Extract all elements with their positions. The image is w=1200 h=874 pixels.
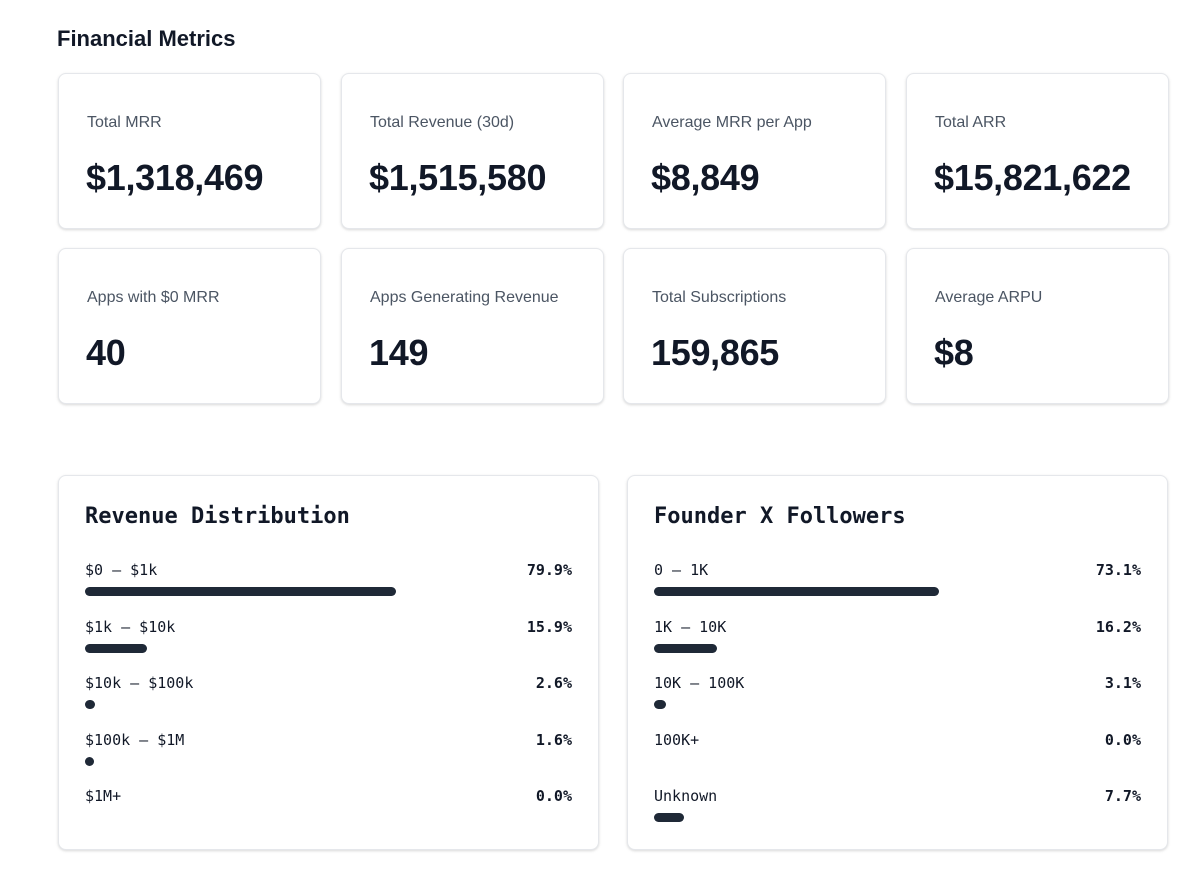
distribution-percent: 3.1% <box>1104 674 1141 692</box>
distribution-bar <box>85 757 94 766</box>
distribution-label: 10K – 100K <box>654 674 745 692</box>
distribution-bar <box>85 700 96 709</box>
distribution-row: 100K+ 0.0% <box>654 731 1141 771</box>
distribution-bar <box>85 644 147 653</box>
distribution-label: $100k – $1M <box>85 731 185 749</box>
metric-value: $8,849 <box>651 157 760 198</box>
distribution-percent: 2.6% <box>535 674 572 692</box>
revenue-distribution-title: Revenue Distribution <box>85 504 350 529</box>
distribution-percent: 73.1% <box>1095 561 1141 579</box>
distribution-row: $1k – $10k 15.9% <box>85 618 572 658</box>
distribution-percent: 7.7% <box>1104 787 1141 805</box>
metric-label: Total Revenue (30d) <box>370 114 515 131</box>
metric-value: 149 <box>369 332 429 373</box>
metric-card-total-mrr: Total MRR $1,318,469 <box>58 73 321 229</box>
distribution-label: 100K+ <box>654 731 700 749</box>
distribution-percent: 1.6% <box>535 731 572 749</box>
metric-label: Total MRR <box>87 114 162 131</box>
distribution-label: Unknown <box>654 787 718 805</box>
metric-card-total-subscriptions: Total Subscriptions 159,865 <box>623 248 886 404</box>
founder-followers-card: Founder X Followers 0 – 1K 73.1% 1K – 10… <box>627 475 1168 850</box>
metric-label: Average ARPU <box>935 289 1043 306</box>
metric-card-total-arr: Total ARR $15,821,622 <box>906 73 1169 229</box>
distribution-bar <box>654 700 667 709</box>
metric-value: 159,865 <box>651 332 780 373</box>
distribution-label: $0 – $1k <box>85 561 158 579</box>
distribution-label: $1M+ <box>85 787 122 805</box>
metric-value: 40 <box>86 332 126 373</box>
distribution-percent: 16.2% <box>1095 618 1141 636</box>
distribution-bar <box>85 587 397 596</box>
metric-label: Average MRR per App <box>652 114 812 131</box>
distribution-label: $1k – $10k <box>85 618 176 636</box>
founder-followers-title: Founder X Followers <box>654 504 906 529</box>
metric-card-apps-zero-mrr: Apps with $0 MRR 40 <box>58 248 321 404</box>
distribution-row: Unknown 7.7% <box>654 787 1141 827</box>
distribution-label: $10k – $100k <box>85 674 194 692</box>
distribution-row: $100k – $1M 1.6% <box>85 731 572 771</box>
distribution-row: $1M+ 0.0% <box>85 787 572 827</box>
distribution-row: $10k – $100k 2.6% <box>85 674 572 714</box>
distribution-bar <box>654 813 684 822</box>
distribution-percent: 0.0% <box>535 787 572 805</box>
distribution-row: $0 – $1k 79.9% <box>85 561 572 601</box>
metric-card-average-arpu: Average ARPU $8 <box>906 248 1169 404</box>
metric-label: Total Subscriptions <box>652 289 787 306</box>
distribution-bar <box>654 644 718 653</box>
distribution-row: 10K – 100K 3.1% <box>654 674 1141 714</box>
distribution-percent: 15.9% <box>526 618 572 636</box>
distribution-percent: 0.0% <box>1104 731 1141 749</box>
page-title: Financial Metrics <box>57 26 236 51</box>
distribution-bar <box>654 587 939 596</box>
distribution-row: 1K – 10K 16.2% <box>654 618 1141 658</box>
metric-label: Apps Generating Revenue <box>370 289 559 306</box>
distribution-label: 1K – 10K <box>654 618 727 636</box>
metric-card-apps-generating-revenue: Apps Generating Revenue 149 <box>341 248 604 404</box>
metric-value: $15,821,622 <box>934 157 1131 198</box>
revenue-distribution-card: Revenue Distribution $0 – $1k 79.9% $1k … <box>58 475 599 850</box>
metric-label: Apps with $0 MRR <box>87 289 220 306</box>
metric-value: $1,318,469 <box>86 157 264 198</box>
distribution-label: 0 – 1K <box>654 561 709 579</box>
distribution-row: 0 – 1K 73.1% <box>654 561 1141 601</box>
metric-value: $1,515,580 <box>369 157 547 198</box>
metric-card-total-revenue: Total Revenue (30d) $1,515,580 <box>341 73 604 229</box>
metric-card-average-mrr: Average MRR per App $8,849 <box>623 73 886 229</box>
metric-label: Total ARR <box>935 114 1007 131</box>
distribution-percent: 79.9% <box>526 561 572 579</box>
metric-value: $8 <box>934 332 974 373</box>
